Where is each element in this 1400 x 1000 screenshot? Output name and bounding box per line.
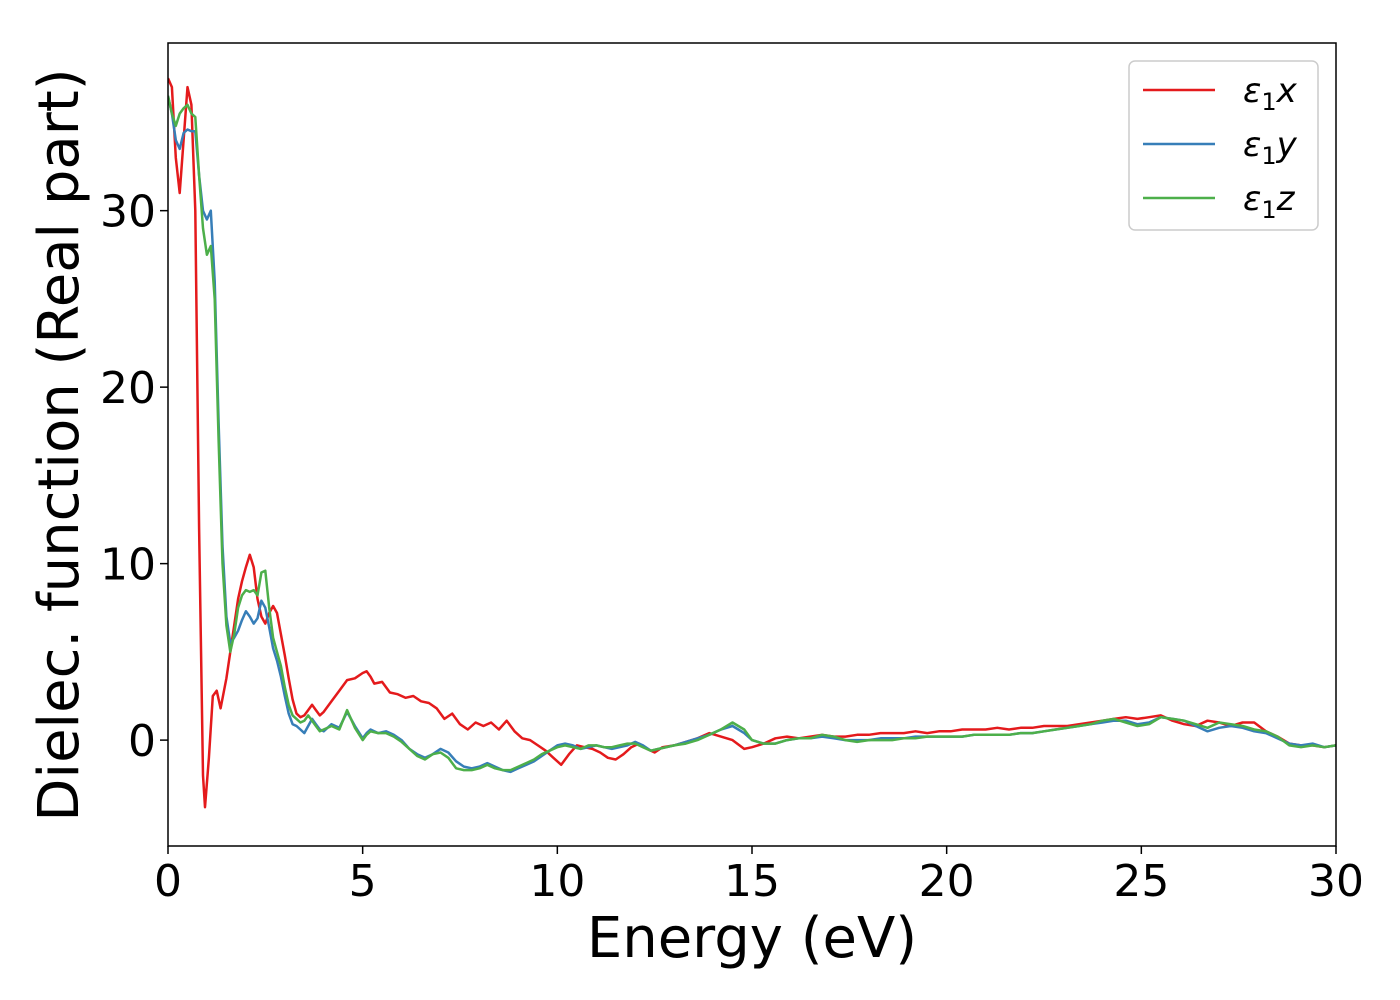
legend-box: [1128, 60, 1319, 231]
x-axis-ticks: 0 5 10 15 20 25 30: [154, 846, 1364, 907]
series-layer: [168, 77, 1336, 809]
legend-entries: ε1x ε1y ε1z: [1143, 71, 1298, 224]
y-tick-label: 20: [100, 363, 156, 414]
legend: ε1x ε1y ε1z: [1128, 60, 1319, 231]
x-tick-label: 20: [919, 856, 975, 907]
legend-label: ε1y: [1243, 125, 1298, 170]
x-tick-label: 30: [1308, 856, 1364, 907]
y-tick-label: 30: [100, 187, 156, 238]
x-tick-label: 10: [529, 856, 585, 907]
x-axis-label: Energy (eV): [587, 906, 917, 971]
y-axis-label: Dielec. function (Real part): [27, 68, 92, 821]
x-tick-label: 5: [349, 856, 377, 907]
series-line-3: [168, 95, 1336, 772]
legend-label: ε1x: [1243, 71, 1298, 116]
y-tick-label: 10: [100, 540, 156, 591]
y-tick-label: 0: [128, 716, 156, 767]
series-line-1: [168, 77, 1336, 809]
x-tick-label: 25: [1113, 856, 1169, 907]
x-tick-label: 0: [154, 856, 182, 907]
y-axis-ticks: 0 10 20 30: [100, 187, 168, 767]
x-tick-label: 15: [724, 856, 780, 907]
legend-label: ε1z: [1243, 179, 1296, 224]
